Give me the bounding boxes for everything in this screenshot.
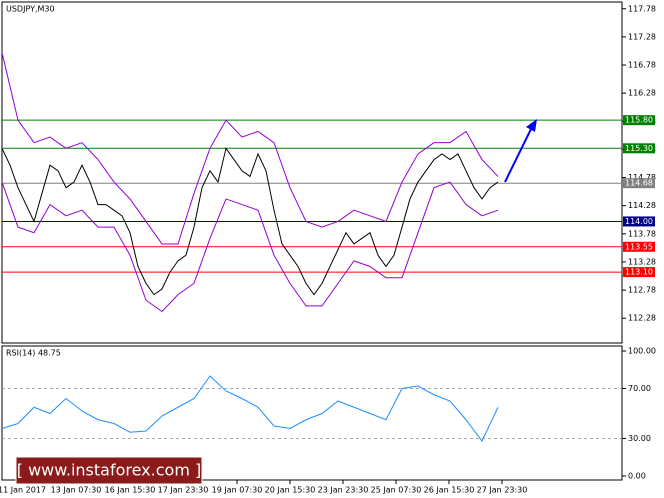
level-tag: [623, 267, 655, 278]
y-tick-label: 116.78: [628, 61, 656, 70]
y-tick-label: 114.28: [628, 201, 656, 210]
level-label: 115.80: [625, 116, 653, 125]
y-tick-label: 30.00: [628, 434, 651, 443]
level-tag: [623, 178, 655, 189]
x-tick-label: 11 Jan 2017: [0, 486, 46, 495]
chart-title: USDJPY,M30: [6, 5, 55, 14]
level-tag: [623, 143, 655, 154]
level-tag: [623, 216, 655, 227]
x-tick-label: 25 Jan 07:30: [371, 486, 422, 495]
price-panel: [1, 1, 623, 344]
level-label: 113.55: [625, 242, 653, 251]
y-tick-label: 70.00: [628, 384, 651, 393]
y-tick-label: 112.28: [628, 314, 656, 323]
y-tick-label: 112.78: [628, 286, 656, 295]
price-line: [1, 147, 499, 296]
watermark-box: [15, 456, 203, 485]
y-tick-label: 100.00: [628, 347, 656, 356]
level-tag: [623, 115, 655, 126]
y-tick-label: 116.28: [628, 89, 656, 98]
x-tick-label: 26 Jan 15:30: [424, 486, 475, 495]
y-tick-label: 117.28: [628, 32, 656, 41]
rsi-title: RSI(14) 48.75: [6, 349, 61, 358]
level-label: 115.30: [625, 144, 653, 153]
x-tick-label: 16 Jan 15:30: [105, 486, 156, 495]
upper-band: [1, 52, 499, 245]
level-tag: [623, 241, 655, 252]
rsi-line: [1, 375, 499, 442]
x-tick-label: 13 Jan 07:30: [51, 486, 102, 495]
forecast-arrow: [504, 126, 533, 183]
x-tick-label: 20 Jan 15:30: [265, 486, 316, 495]
x-tick-label: 19 Jan 07:30: [212, 486, 263, 495]
level-label: 113.10: [625, 268, 653, 277]
x-tick-label: 27 Jan 23:30: [477, 486, 528, 495]
lower-band: [1, 181, 499, 313]
y-tick-label: 117.78: [628, 4, 656, 13]
y-tick-label: 113.28: [628, 257, 656, 266]
y-tick-label: 0.00: [628, 472, 646, 481]
x-tick-label: 17 Jan 23:30: [158, 486, 209, 495]
watermark: [ www.instaforex.com ]: [17, 461, 201, 480]
x-tick-label: 23 Jan 23:30: [318, 486, 369, 495]
level-label: 114.68: [625, 179, 653, 188]
y-tick-label: 114.78: [628, 173, 656, 182]
y-tick-label: 113.78: [628, 229, 656, 238]
level-label: 114.00: [625, 217, 653, 226]
arrow-head: [526, 119, 537, 132]
